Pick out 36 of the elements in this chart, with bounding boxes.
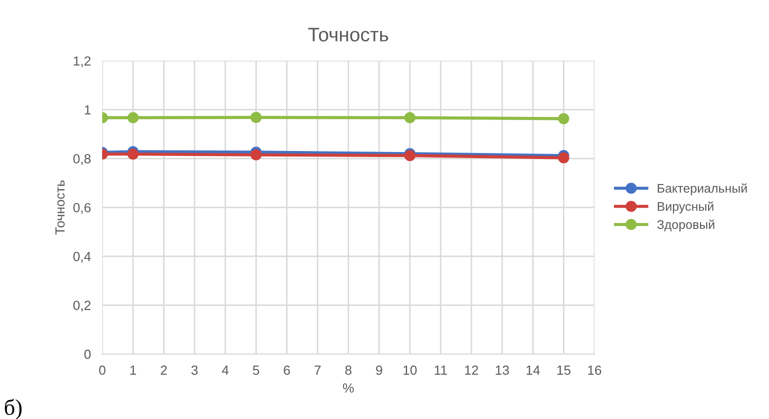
point	[250, 112, 262, 124]
x-tick-label: 3	[191, 366, 198, 375]
point	[250, 149, 262, 160]
point	[404, 112, 416, 124]
y-axis-title: Точность	[55, 180, 65, 235]
x-tick-label: 0	[99, 366, 106, 375]
legend-label: Вирусный	[658, 201, 714, 214]
x-tick-label: 4	[222, 366, 229, 375]
point	[127, 148, 139, 160]
x-tick-label: 15	[557, 366, 570, 375]
x-axis-title: %	[342, 383, 354, 393]
y-tick-label: 0,8	[73, 154, 91, 165]
chart-title: Точность	[308, 28, 388, 42]
y-tick-label: 0,6	[73, 202, 91, 214]
legend-label: Бактериальный	[658, 183, 747, 196]
x-tick-label: 14	[526, 366, 540, 375]
x-tick-label: 13	[496, 366, 509, 375]
x-tick-label: 8	[345, 366, 352, 375]
legend-label: Здоровый	[657, 220, 714, 232]
y-tick-label: 0	[84, 350, 91, 359]
x-tick-label: 11	[434, 366, 447, 375]
x-tick-label: 5	[252, 366, 260, 375]
x-tick-label: 12	[465, 366, 478, 375]
point	[127, 112, 139, 124]
x-tick-label: 6	[284, 366, 290, 375]
y-tick-label: 0,2	[73, 300, 91, 312]
x-tick-label: 1	[130, 366, 136, 375]
x-tick-label: 16	[588, 366, 602, 375]
y-tick-label: 1,2	[74, 56, 91, 68]
point	[558, 113, 570, 124]
y-tick-label: 1	[84, 105, 91, 114]
x-tick-label: 2	[160, 366, 167, 375]
x-tick-label: 9	[376, 366, 382, 375]
x-tick-label: 7	[314, 366, 321, 375]
y-tick-label: 0,4	[73, 252, 91, 263]
x-tick-label: 10	[404, 366, 417, 375]
